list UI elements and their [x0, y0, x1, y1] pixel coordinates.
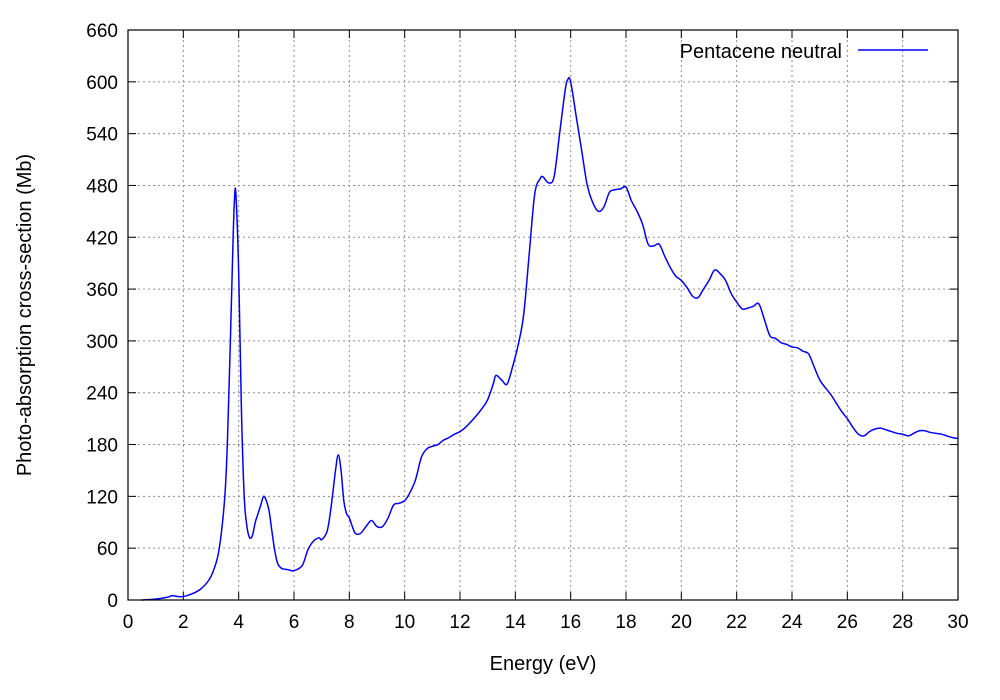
y-tick-label: 660 [86, 21, 118, 42]
x-tick-label: 28 [892, 612, 913, 633]
y-tick-label: 240 [86, 384, 118, 405]
series-layer [141, 76, 959, 601]
y-axis: 0 60 120 180 240 300 360 420 480 540 600 660 [86, 21, 958, 612]
y-tick-label: 0 [107, 591, 118, 612]
legend: Pentacene neutral [680, 41, 928, 63]
x-tick-label: 12 [449, 612, 470, 633]
plot-frame [127, 29, 959, 601]
y-tick-label: 360 [86, 280, 118, 301]
x-tick-label: 20 [671, 612, 692, 633]
y-tick-label: 540 [86, 125, 118, 146]
y-tick-label: 300 [86, 332, 118, 353]
x-tick-label: 6 [289, 612, 300, 633]
x-tick-label: 8 [344, 612, 355, 633]
series-line-0 [141, 76, 959, 601]
x-tick-label: 16 [560, 612, 581, 633]
x-axis: 0 2 4 6 8 10 12 14 16 18 20 22 24 26 28 30 [123, 30, 969, 633]
x-tick-label: 2 [178, 612, 189, 633]
legend-label: Pentacene neutral [680, 41, 842, 63]
y-axis-title: Photo-absorption cross-section (Mb) [14, 154, 36, 476]
y-tick-label: 180 [86, 436, 118, 457]
x-tick-label: 22 [726, 612, 747, 633]
x-axis-title: Energy (eV) [490, 653, 597, 675]
x-tick-label: 4 [233, 612, 244, 633]
x-tick-label: 14 [505, 612, 527, 633]
x-tick-label: 10 [394, 612, 415, 633]
x-tick-label: 26 [837, 612, 858, 633]
y-tick-label: 60 [97, 539, 118, 560]
grid [128, 30, 958, 600]
x-tick-label: 0 [123, 612, 134, 633]
x-tick-label: 24 [781, 612, 803, 633]
y-tick-label: 600 [86, 73, 118, 94]
y-tick-label: 480 [86, 176, 118, 197]
x-tick-label: 18 [615, 612, 636, 633]
y-tick-label: 120 [86, 487, 118, 508]
y-tick-label: 420 [86, 228, 118, 249]
x-tick-label: 30 [947, 612, 968, 633]
